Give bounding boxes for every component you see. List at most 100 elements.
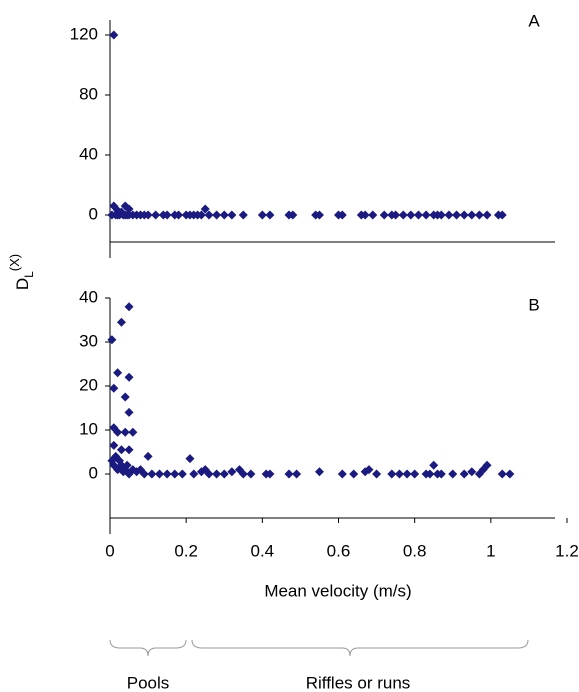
point bbox=[116, 317, 126, 327]
point bbox=[109, 30, 119, 40]
point bbox=[227, 467, 237, 477]
point bbox=[421, 210, 431, 220]
point bbox=[170, 469, 180, 479]
point bbox=[429, 460, 439, 470]
point bbox=[113, 368, 123, 378]
point bbox=[265, 469, 275, 479]
point bbox=[265, 210, 275, 220]
y-tick-label: 120 bbox=[70, 24, 98, 43]
point bbox=[257, 210, 267, 220]
x-tick-label: 0.8 bbox=[403, 541, 427, 560]
point bbox=[196, 210, 206, 220]
point bbox=[448, 469, 458, 479]
point bbox=[151, 210, 161, 220]
point bbox=[128, 427, 138, 437]
y-tick-label: 30 bbox=[79, 331, 98, 350]
point bbox=[394, 469, 404, 479]
point bbox=[467, 467, 477, 477]
point bbox=[505, 469, 515, 479]
point bbox=[314, 467, 324, 477]
point bbox=[147, 469, 157, 479]
point bbox=[139, 469, 149, 479]
point bbox=[246, 469, 256, 479]
point bbox=[482, 460, 492, 470]
point bbox=[219, 210, 229, 220]
point bbox=[174, 210, 184, 220]
point bbox=[387, 469, 397, 479]
x-tick-label: 0.6 bbox=[327, 541, 351, 560]
point bbox=[238, 210, 248, 220]
y-label-sub: L bbox=[22, 271, 36, 278]
point bbox=[200, 204, 210, 214]
panel-label: A bbox=[528, 11, 540, 30]
point bbox=[459, 210, 469, 220]
point bbox=[124, 407, 134, 417]
y-tick-label: 80 bbox=[79, 84, 98, 103]
point bbox=[124, 302, 134, 312]
point bbox=[109, 383, 119, 393]
point bbox=[467, 210, 477, 220]
point bbox=[109, 440, 119, 450]
point bbox=[107, 335, 117, 345]
point bbox=[337, 210, 347, 220]
point bbox=[410, 469, 420, 479]
point bbox=[425, 469, 435, 479]
x-tick-label: 0.2 bbox=[174, 541, 198, 560]
y-tick-label: 10 bbox=[79, 419, 98, 438]
point bbox=[497, 210, 507, 220]
point bbox=[219, 469, 229, 479]
point bbox=[497, 469, 507, 479]
point bbox=[120, 465, 130, 475]
point bbox=[120, 392, 130, 402]
point bbox=[238, 469, 248, 479]
point bbox=[212, 210, 222, 220]
point bbox=[143, 451, 153, 461]
point bbox=[406, 210, 416, 220]
x-axis-label: Mean velocity (m/s) bbox=[264, 581, 411, 600]
point bbox=[474, 210, 484, 220]
point bbox=[120, 427, 130, 437]
y-tick-label: 40 bbox=[79, 287, 98, 306]
y-axis-label: DL(X) bbox=[7, 254, 36, 290]
point bbox=[379, 210, 389, 220]
point bbox=[436, 469, 446, 479]
point bbox=[292, 469, 302, 479]
point bbox=[185, 454, 195, 464]
riffles-label: Riffles or runs bbox=[306, 673, 411, 692]
point bbox=[288, 210, 298, 220]
point bbox=[413, 210, 423, 220]
point bbox=[120, 201, 130, 211]
pools-brace bbox=[109, 639, 187, 657]
x-tick-label: 0.4 bbox=[251, 541, 275, 560]
point bbox=[204, 210, 214, 220]
point bbox=[122, 460, 132, 470]
point bbox=[116, 445, 126, 455]
point bbox=[372, 469, 382, 479]
y-tick-label: 40 bbox=[79, 144, 98, 163]
point bbox=[368, 210, 378, 220]
point bbox=[227, 210, 237, 220]
point bbox=[436, 210, 446, 220]
point bbox=[189, 469, 199, 479]
point bbox=[398, 210, 408, 220]
point bbox=[364, 465, 374, 475]
x-tick-label: 0 bbox=[105, 541, 114, 560]
point bbox=[284, 469, 294, 479]
y-label-base: D bbox=[13, 278, 32, 290]
riffles-brace bbox=[191, 639, 529, 657]
point bbox=[459, 469, 469, 479]
point bbox=[360, 210, 370, 220]
point bbox=[482, 210, 492, 220]
y-label-sup: (X) bbox=[7, 254, 22, 271]
point bbox=[452, 210, 462, 220]
point bbox=[155, 469, 165, 479]
point bbox=[113, 427, 123, 437]
point bbox=[212, 469, 222, 479]
point bbox=[391, 210, 401, 220]
point bbox=[143, 210, 153, 220]
panel-label: B bbox=[528, 295, 539, 314]
x-tick-label: 1 bbox=[486, 541, 495, 560]
y-tick-label: 20 bbox=[79, 375, 98, 394]
